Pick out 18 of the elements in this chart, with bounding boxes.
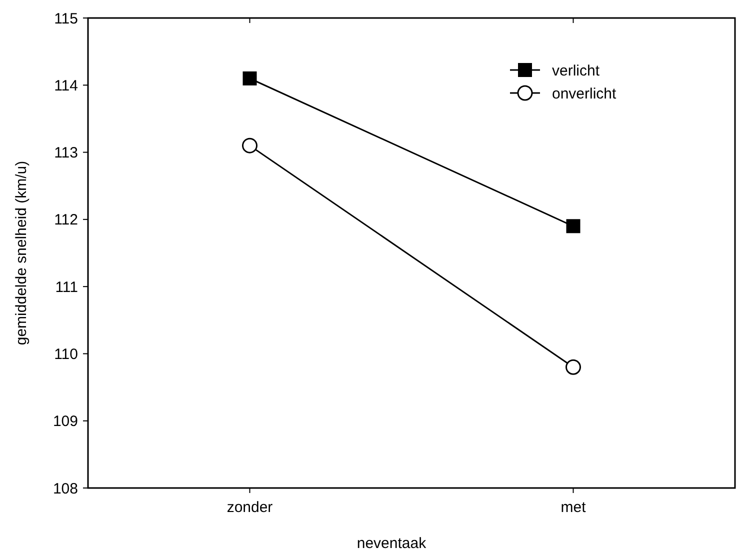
y-tick-label: 114: [54, 77, 78, 94]
y-axis-title: gemiddelde snelheid (km/u): [13, 160, 30, 346]
y-tick-label: 112: [54, 212, 78, 229]
y-tick-label: 110: [54, 346, 78, 363]
point: [566, 359, 581, 375]
point: [242, 71, 257, 86]
y-tick-label: 111: [55, 278, 78, 296]
point: [566, 219, 580, 234]
y-tick-label: 115: [54, 10, 78, 28]
x-axis-title: neventaak: [356, 535, 427, 549]
y-tick-label: 113: [54, 144, 78, 162]
x-tick-label: met: [560, 499, 587, 516]
legend-label: verlicht: [552, 62, 600, 80]
x-tick-label: zonder: [226, 499, 273, 516]
y-tick-label: 109: [52, 413, 78, 430]
point: [242, 138, 258, 154]
y-tick-label: 108: [52, 480, 78, 498]
legend-label: onverlicht: [552, 85, 618, 102]
